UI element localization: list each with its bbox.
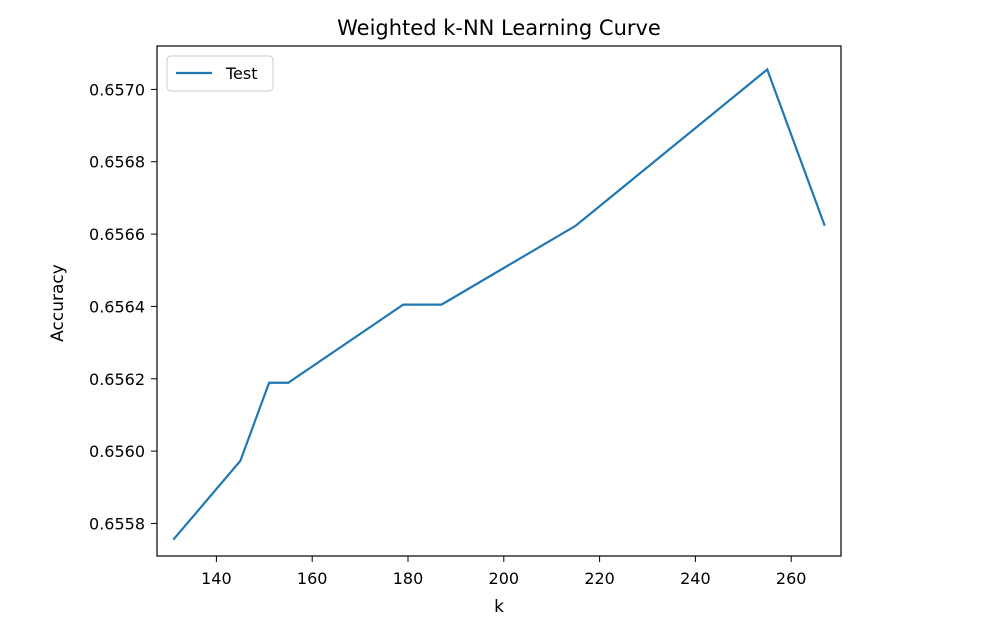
- y-tick-label: 0.6564: [89, 297, 145, 316]
- x-tick-label: 140: [201, 569, 232, 588]
- y-axis-label: Accuracy: [48, 264, 68, 342]
- y-tick-label: 0.6558: [89, 514, 145, 533]
- plot-frame: [156, 45, 842, 557]
- x-axis-ticks: 140 160 180 200 220 240 260: [201, 556, 806, 588]
- x-axis-label: k: [494, 597, 504, 617]
- y-tick-label: 0.6562: [89, 370, 145, 389]
- chart-title: Weighted k-NN Learning Curve: [337, 16, 661, 40]
- legend-label-test: Test: [225, 64, 258, 83]
- x-tick-label: 260: [776, 569, 807, 588]
- y-tick-label: 0.6566: [89, 225, 145, 244]
- series-points: [173, 69, 825, 540]
- legend-box: [166, 55, 274, 92]
- x-tick-label: 200: [489, 569, 520, 588]
- y-axis-ticks: 0.6558 0.6560 0.6562 0.6564 0.6566 0.6568 0.65…: [89, 80, 157, 533]
- y-tick-label: 0.6570: [89, 80, 145, 99]
- y-tick-label: 0.6568: [89, 153, 145, 172]
- x-tick-label: 240: [680, 569, 711, 588]
- x-tick-label: 220: [584, 569, 615, 588]
- x-tick-label: 160: [297, 569, 328, 588]
- y-tick-label: 0.6560: [89, 442, 145, 461]
- legend: Test: [166, 55, 274, 92]
- x-tick-label: 180: [393, 569, 424, 588]
